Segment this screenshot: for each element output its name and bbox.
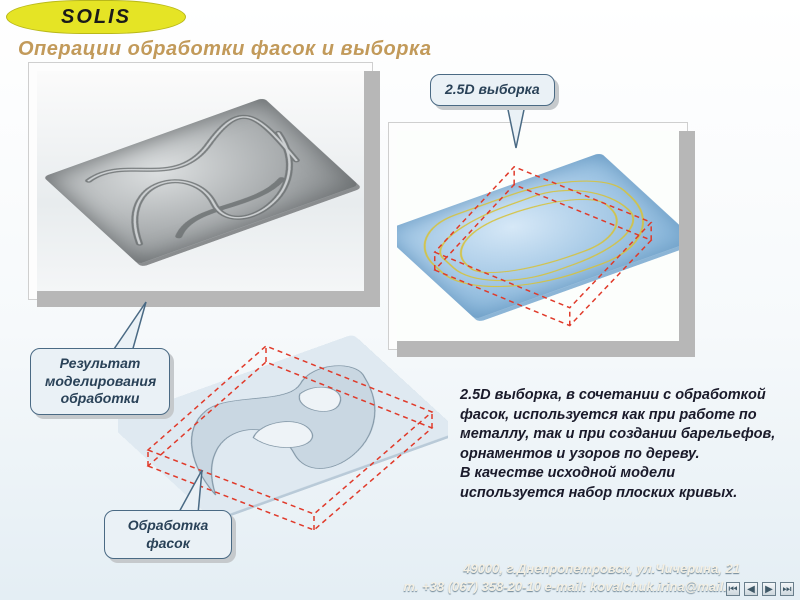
footer-address: 49000, г.Днепропетровск, ул.Чичерина, 21 <box>0 560 740 578</box>
page-title: Операции обработки фасок и выборка <box>18 38 780 61</box>
body-p1: 2.5D выборка, в сочетании с обработкой ф… <box>460 387 775 462</box>
callout-text: Обработка <box>128 517 209 533</box>
red-wireframe-icon <box>397 131 679 341</box>
grey-slab <box>43 98 359 265</box>
footer: 49000, г.Днепропетровск, ул.Чичерина, 21… <box>0 556 800 600</box>
callout-result: Результат моделирования обработки <box>30 348 170 415</box>
prev-icon: ◀ <box>747 584 755 595</box>
body-text: 2.5D выборка, в сочетании с обработкой ф… <box>460 386 780 503</box>
last-icon: ⏭ <box>783 584 792 595</box>
callout-text: моделирования <box>45 373 156 389</box>
callout-chamfer: Обработка фасок <box>104 510 232 559</box>
first-icon: ⏮ <box>729 584 738 595</box>
callout-text: 2.5D выборка <box>445 81 540 97</box>
callout-text: Результат <box>60 355 141 371</box>
logo-text: SOLIS <box>61 6 131 29</box>
ornate-grooves-icon <box>43 98 359 265</box>
body-p2: В качестве исходной модели используется … <box>460 465 737 501</box>
callout-text: обработки <box>61 390 140 406</box>
nav-prev-button[interactable]: ◀ <box>744 582 758 596</box>
footer-contact: т. +38 (067) 358-20-10 e-mail: kovalchuk… <box>0 578 740 596</box>
nav-buttons: ⏮ ◀ ▶ ⏭ <box>726 582 794 596</box>
next-icon: ▶ <box>765 584 773 595</box>
callout-pocketing: 2.5D выборка <box>430 74 555 106</box>
nav-first-button[interactable]: ⏮ <box>726 582 740 596</box>
render-result-image <box>37 71 364 291</box>
nav-next-button[interactable]: ▶ <box>762 582 776 596</box>
callout-text: фасок <box>146 535 190 551</box>
nav-last-button[interactable]: ⏭ <box>780 582 794 596</box>
slide: SOLIS Операции обработки фасок и выборка <box>0 0 800 600</box>
render-result-panel <box>28 62 373 300</box>
pocketing-image <box>397 131 679 341</box>
pocketing-panel <box>388 122 688 350</box>
logo: SOLIS <box>6 0 186 34</box>
